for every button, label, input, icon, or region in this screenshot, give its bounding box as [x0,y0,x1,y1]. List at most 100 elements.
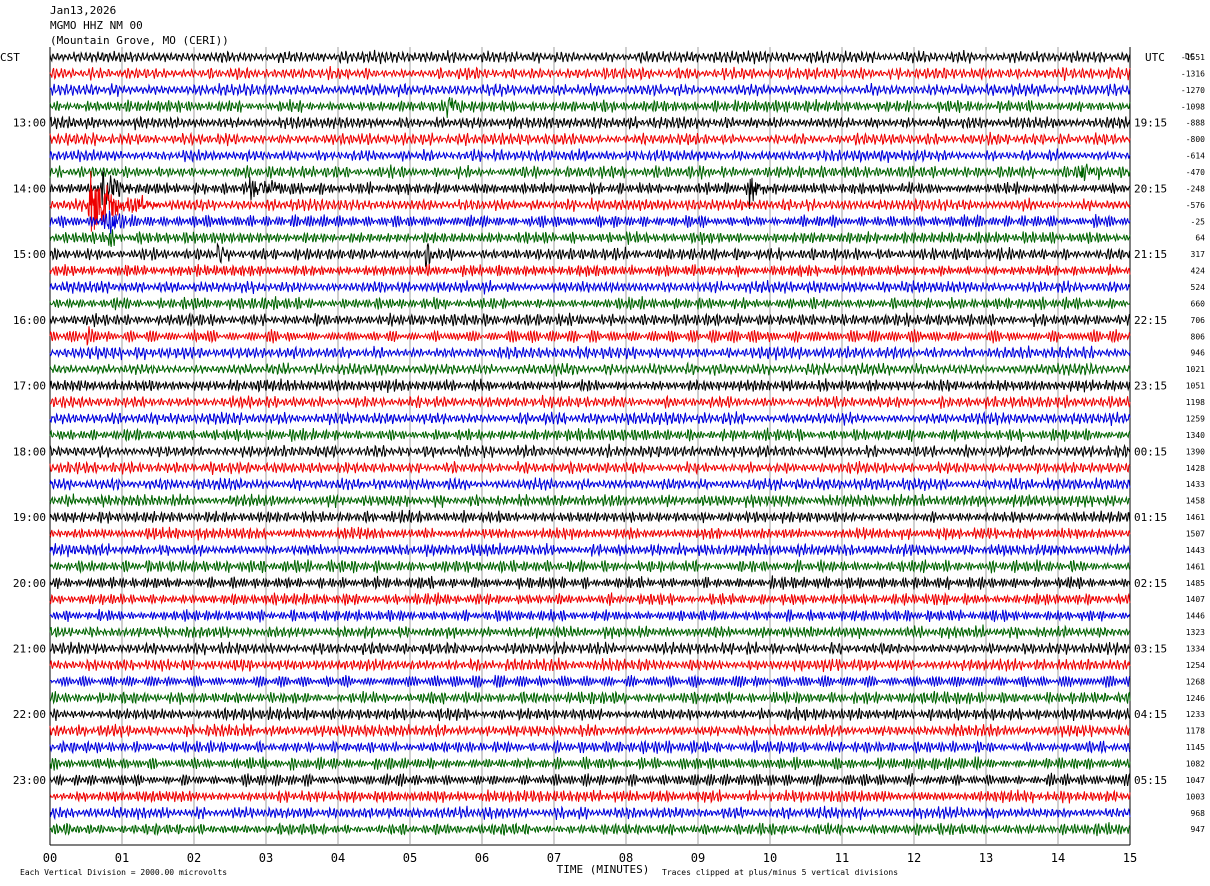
cst-hour-label: 15:00 [13,248,46,261]
axis-labels: -1551 -1316 -1270 -1098 -888 -800 -614 -470 -248… [0,51,1205,877]
seismic-trace [49,690,1131,705]
dc-offset-label: 1485 [1186,579,1205,588]
seismic-trace [49,148,1131,164]
dc-offset-label: 1145 [1186,743,1205,752]
dc-offset-label: 1407 [1186,595,1205,604]
cst-hour-label: 23:00 [13,774,46,787]
seismic-trace [49,312,1131,328]
cst-hour-label: 21:00 [13,642,46,655]
dc-offset-label: 706 [1191,316,1206,325]
cst-hour-label: 16:00 [13,314,46,327]
seismic-trace [49,624,1131,640]
vertical-scale-note: Each Vertical Division = 2000.00 microvo… [20,868,227,877]
cst-hour-label: 19:00 [13,511,46,524]
dc-offset-label: 1443 [1186,546,1205,555]
x-tick-label: 04 [331,851,345,865]
dc-offset-label: 1428 [1186,464,1205,473]
seismic-trace [49,394,1131,410]
seismic-trace [49,542,1131,558]
x-tick-label: 03 [259,851,273,865]
dc-offset-label: -25 [1191,217,1206,226]
x-tick-label: 09 [691,851,705,865]
x-tick-label: 13 [979,851,993,865]
x-axis-title: TIME (MINUTES) [557,863,650,876]
seismic-trace [49,443,1131,459]
right-timezone-label: UTC [1145,51,1165,64]
dc-column-header: DC [1185,52,1195,61]
dc-offset-label: -800 [1186,135,1205,144]
dc-offset-label: 1458 [1186,497,1205,506]
dc-offset-label: 64 [1195,234,1205,243]
dc-offset-label: -888 [1186,119,1205,128]
seismic-trace [49,242,1131,267]
x-tick-label: 10 [763,851,777,865]
cst-hour-label: 14:00 [13,182,46,195]
seismic-trace [49,296,1131,311]
seismic-trace [49,723,1131,738]
seismic-trace [49,789,1131,804]
cst-hour-label: 13:00 [13,117,46,130]
utc-hour-label: 05:15 [1134,774,1167,787]
x-tick-label: 14 [1051,851,1065,865]
utc-hour-label: 02:15 [1134,577,1167,590]
dc-offset-label: 968 [1191,809,1206,818]
dc-offset-label: 1082 [1186,759,1205,768]
utc-hour-label: 20:15 [1134,182,1167,195]
seismic-trace [49,210,1131,235]
dc-offset-label: -1551 [1181,53,1205,62]
seismic-trace [49,115,1131,131]
station-code: MGMO HHZ NM 00 [50,19,143,32]
seismic-trace [49,558,1131,574]
dc-offset-label: 524 [1191,283,1206,292]
dc-offset-label: 660 [1191,299,1206,308]
seismic-trace [49,49,1131,65]
dc-offset-label: 1323 [1186,628,1205,637]
left-timezone-label: CST [0,51,20,64]
dc-offset-label: 1433 [1186,480,1205,489]
cst-hour-label: 22:00 [13,708,46,721]
seismic-trace [49,326,1131,346]
x-tick-label: 01 [115,851,129,865]
seismic-trace [49,772,1131,788]
dc-offset-label: 1246 [1186,694,1205,703]
seismic-trace [49,460,1131,476]
x-tick-label: 15 [1123,851,1137,865]
seismic-trace [49,170,1131,232]
cst-hour-label: 20:00 [13,577,46,590]
x-tick-label: 07 [547,851,561,865]
seismic-trace [49,657,1131,673]
cst-hour-label: 18:00 [13,445,46,458]
x-tick-label: 08 [619,851,633,865]
dc-offset-label: 1461 [1186,562,1205,571]
clipping-note: Traces clipped at plus/minus 5 vertical … [662,868,898,877]
seismic-trace [49,756,1131,771]
dc-offset-label: 1047 [1186,776,1205,785]
dc-offset-label: -1270 [1181,86,1205,95]
x-tick-label: 12 [907,851,921,865]
seismic-trace [49,411,1131,426]
helicorder-date: Jan13,2026 [50,4,117,17]
dc-offset-label: 1334 [1186,644,1205,653]
dc-offset-label: 424 [1191,267,1206,276]
seismic-traces [49,49,1131,837]
x-tick-label: 06 [475,851,489,865]
seismic-trace [49,131,1131,147]
seismic-trace [49,345,1131,361]
utc-hour-label: 04:15 [1134,708,1167,721]
utc-hour-label: 00:15 [1134,445,1167,458]
cst-hour-label: 17:00 [13,380,46,393]
dc-offset-label: -470 [1186,168,1205,177]
seismic-trace [49,279,1131,295]
seismic-trace [49,163,1131,182]
x-tick-label: 11 [835,851,849,865]
utc-hour-label: 19:15 [1134,117,1167,130]
seismic-trace [49,674,1131,689]
dc-offset-label: 1268 [1186,677,1205,686]
dc-offset-label: 806 [1191,332,1206,341]
dc-offset-label: 1259 [1186,414,1205,423]
seismic-trace [49,822,1131,837]
dc-offset-label: 317 [1191,250,1206,259]
dc-offset-label: 1340 [1186,431,1205,440]
utc-hour-label: 01:15 [1134,511,1167,524]
